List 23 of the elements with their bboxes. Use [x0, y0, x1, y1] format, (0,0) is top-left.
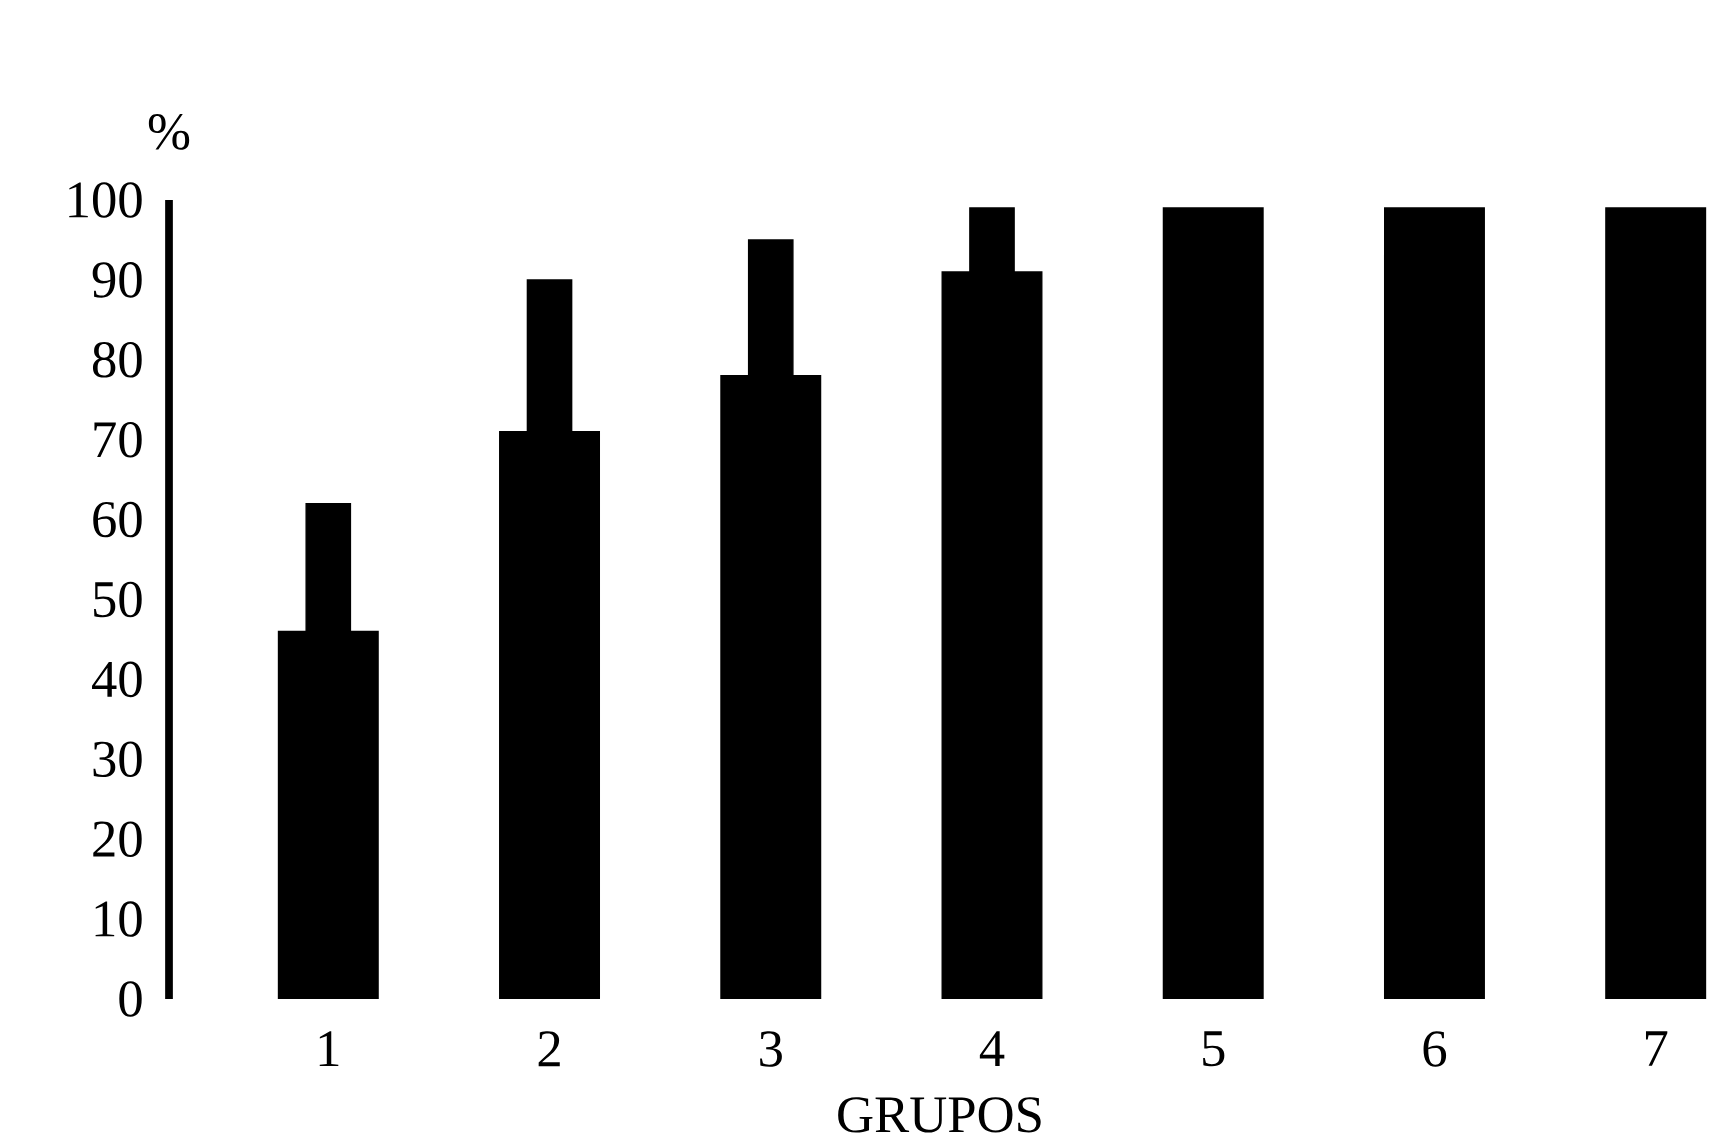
bar — [1162, 207, 1264, 999]
x-tick-label: 7 — [1645, 1031, 1668, 1066]
bar — [1383, 207, 1485, 999]
y-tick-label: 70 — [94, 421, 142, 458]
y-axis-title: % — [148, 114, 190, 150]
y-tick-label: 90 — [92, 262, 142, 298]
x-axis-title: GRUPOS — [838, 1097, 1041, 1133]
y-tick-label: 10 — [95, 901, 142, 937]
x-tick-label: 1 — [319, 1031, 339, 1067]
y-tick-label: 40 — [92, 661, 142, 698]
bar — [1605, 207, 1707, 999]
y-tick-label: 100 — [69, 182, 142, 218]
x-tick-label: 2 — [538, 1031, 560, 1067]
y-tick-label: 30 — [93, 741, 142, 778]
y-tick-label: 80 — [92, 342, 142, 378]
y-tick-label: 50 — [94, 581, 142, 618]
y-tick-label: 60 — [93, 501, 142, 538]
x-tick-label: 4 — [979, 1031, 1005, 1067]
x-tick-label: 3 — [760, 1031, 782, 1067]
x-tick-label: 6 — [1423, 1031, 1447, 1067]
y-tick-label: 20 — [93, 821, 142, 857]
y-tick-label: 0 — [119, 981, 142, 1017]
x-tick-label: 5 — [1203, 1031, 1225, 1067]
